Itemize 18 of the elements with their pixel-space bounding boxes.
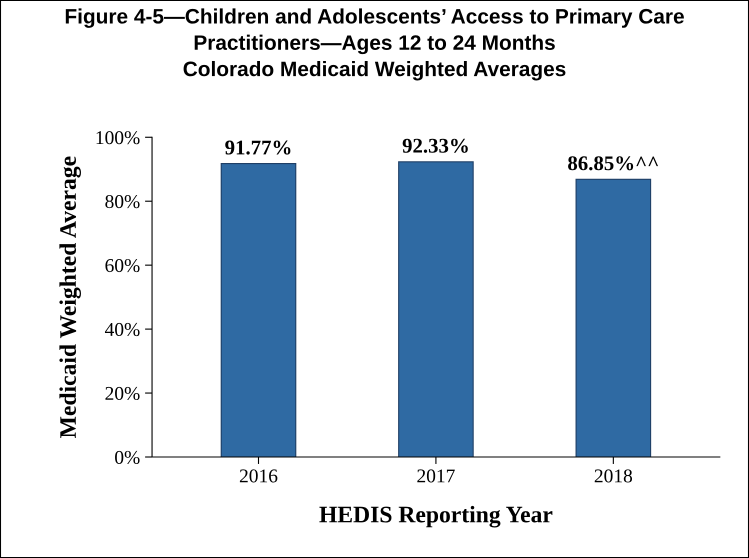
y-tick-label: 20% bbox=[105, 386, 140, 400]
chart-title: Figure 4-5—Children and Adolescents’ Access to Primary Care Practitioners—Ages 12 to 24 Months Colorado Medicaid Weighted Averages bbox=[66, 8, 684, 80]
x-tick-label: 2017 bbox=[417, 469, 455, 482]
data-label: 86.85%^^ bbox=[568, 156, 658, 170]
y-tick-label: 80% bbox=[105, 195, 140, 208]
y-tick-label: 100% bbox=[96, 131, 140, 144]
data-label: 92.33% bbox=[402, 138, 468, 153]
x-tick-label: 2016 bbox=[240, 469, 278, 482]
bar bbox=[576, 178, 652, 457]
y-tick-label: 40% bbox=[104, 322, 140, 336]
x-tick-label: 2018 bbox=[594, 469, 632, 482]
y-axis-title: Medicaid Weighted Average bbox=[59, 156, 81, 438]
bar bbox=[220, 163, 296, 457]
bar bbox=[398, 161, 474, 457]
y-tick-label: 60% bbox=[105, 258, 140, 272]
y-tick-label: 0% bbox=[115, 450, 140, 464]
data-label: 91.77% bbox=[225, 140, 290, 155]
x-axis-title: HEDIS Reporting Year bbox=[319, 506, 552, 528]
